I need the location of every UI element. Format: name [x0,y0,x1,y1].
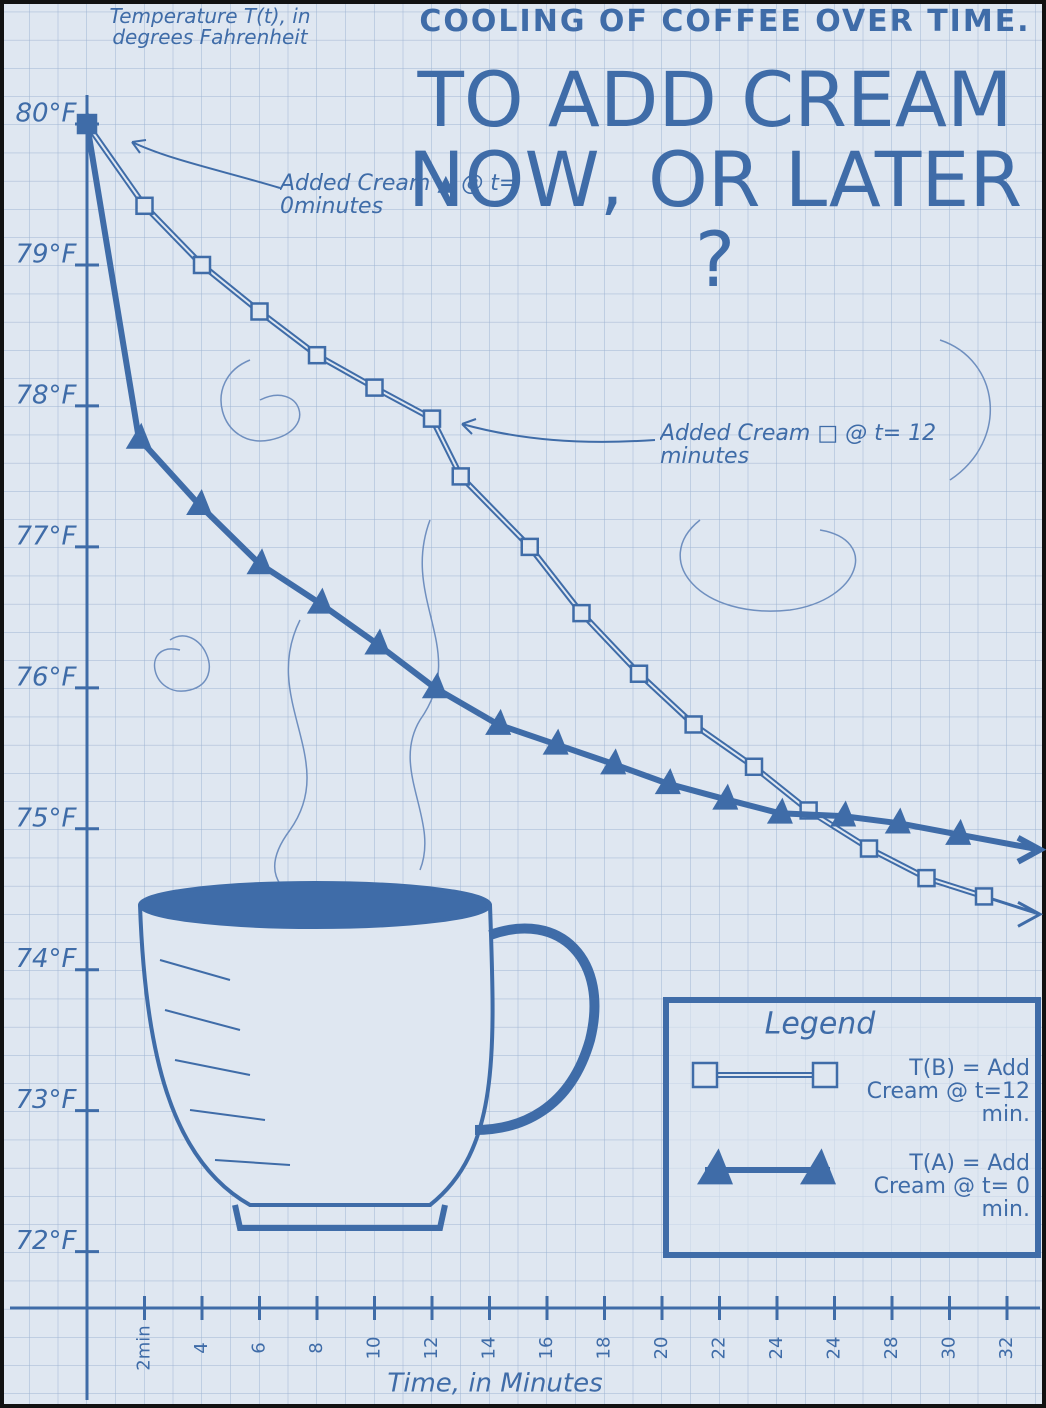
point [125,422,152,449]
y-tick-label: 72°F [15,1226,77,1256]
series-arrow [957,831,1046,865]
point [697,1148,733,1185]
x-tick-label: 30 [939,1337,960,1360]
x-axis-label: Time, in Minutes [387,1369,602,1399]
point [520,537,539,557]
x-tick-label: 24 [824,1337,845,1360]
annotation-arrows [131,139,656,443]
legend-title: Legend [765,1007,877,1042]
point [884,807,911,834]
y-tick-label: 75°F [15,803,77,833]
y-tick-label: 74°F [15,944,77,974]
point [246,548,273,575]
x-tick-label: 6 [249,1342,270,1353]
y-axis-label: Temperature T(t), in degrees Fahrenheit [109,6,311,49]
x-tick-label: 4 [191,1342,212,1353]
point [307,345,327,365]
steam-curl [679,519,857,612]
y-tick-label: 80°F [15,99,77,129]
point [421,672,448,699]
title-box: COOLING OF COFFEE OVER TIME. [419,6,1031,39]
legend-box [663,997,1041,1258]
point [542,728,569,755]
point [811,1061,839,1089]
x-tick-label: 12 [421,1337,442,1360]
series-line [84,123,959,838]
point [974,887,994,906]
point [830,800,857,827]
y-tick-label: 79°F [15,239,77,269]
point [572,603,591,623]
annotation: Added Cream □ @ t= 12 minutes [660,422,937,470]
y-axis-label-box: Temperature T(t), in degrees Fahrenheit [109,6,311,49]
point [250,302,269,321]
x-tick-label: 22 [709,1337,730,1360]
point [744,757,764,777]
point [629,664,649,683]
legend: Legend T(B) = Add Cream @ t=12 min. T(A) … [663,997,1041,1258]
point [945,818,972,845]
point [422,409,442,428]
mug [138,881,600,1231]
steam-curl [153,635,210,692]
annotation: Added Cream ▲ @ t= 0minutes [280,172,518,220]
x-tick-label: 2min [134,1325,155,1370]
chart-subtitle: TO ADD CREAM NOW, OR LATER ? [407,60,1023,304]
x-tick-label: 20 [651,1337,672,1360]
y-tick-label: 78°F [15,380,77,410]
legend-label-box: T(A) = Add Cream @ t= 0 min. [873,1152,1030,1223]
point [306,587,333,614]
x-tick-label: 24 [766,1337,787,1360]
point [800,1148,836,1185]
annotation-box: Added Cream □ @ t= 12 minutes [660,422,937,470]
point [859,839,879,858]
point [364,628,391,655]
point [654,768,681,795]
annotation-arrow [461,418,656,443]
y-tick-label: 76°F [15,662,77,692]
point [766,797,793,824]
point [485,708,512,735]
annotation-arrow [131,139,281,189]
annotation-box: Added Cream ▲ @ t= 0minutes [280,172,518,220]
mug-base [232,1204,448,1231]
point [135,196,154,216]
point [192,255,212,275]
x-tick-label: 18 [594,1337,615,1360]
point [451,467,470,486]
steam-curl [939,339,992,481]
steam-curl [409,519,440,871]
steam [153,339,992,901]
steam-curl [220,359,301,442]
x-tick-label: 28 [881,1337,902,1360]
x-tick-label: 32 [996,1337,1017,1360]
legend-label-box: T(B) = Add Cream @ t=12 min. [866,1057,1030,1128]
y-tick-label: 73°F [15,1085,77,1115]
legend-label: T(B) = Add Cream @ t=12 min. [866,1057,1030,1128]
point [917,868,936,888]
point [365,378,384,397]
x-tick-label: 14 [479,1337,500,1360]
mug-shading [159,959,291,1166]
series-arrow [983,895,1044,928]
subtitle-box: TO ADD CREAM NOW, OR LATER ? [407,60,1023,304]
point [684,715,703,734]
point [186,488,213,515]
y-tick-label: 77°F [15,521,77,551]
mug-coffee [138,881,492,929]
point [600,748,627,775]
x-tick-label: 16 [536,1337,557,1360]
point [712,783,739,810]
point [691,1061,719,1089]
mug-handle [474,923,600,1135]
point [78,113,96,132]
chart-title: COOLING OF COFFEE OVER TIME. [419,6,1031,39]
x-tick-label: 8 [306,1342,327,1353]
x-tick-label: 10 [364,1337,385,1360]
legend-label: T(A) = Add Cream @ t= 0 min. [873,1152,1030,1223]
